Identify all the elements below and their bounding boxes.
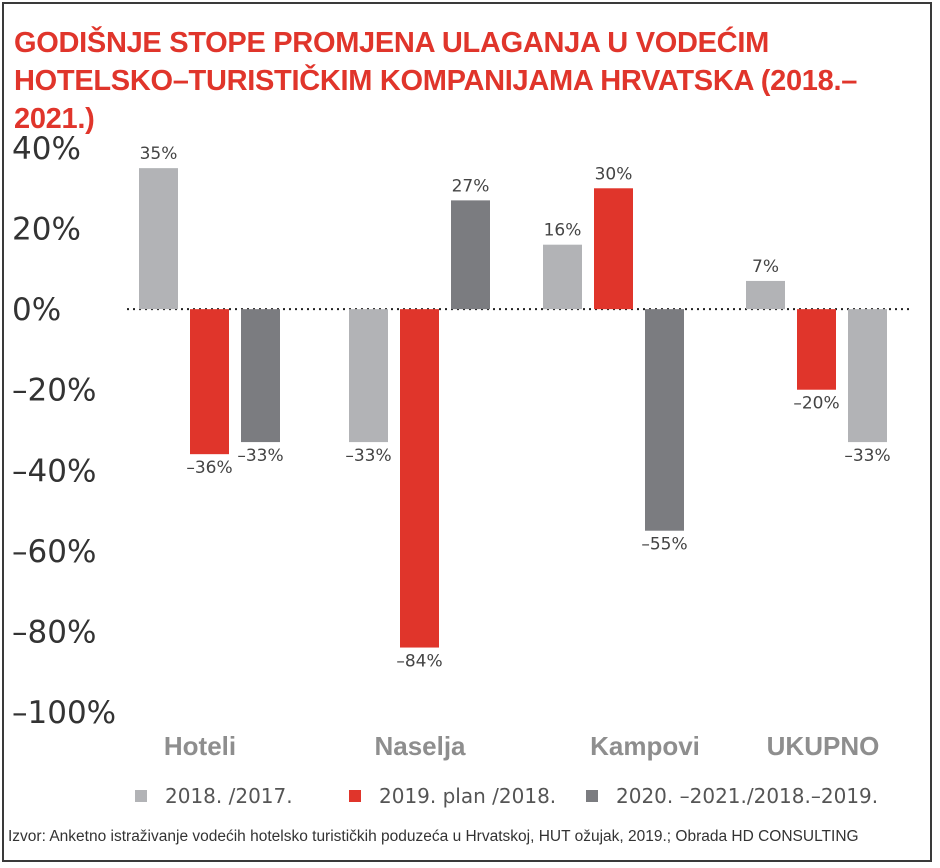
- data-label: 16%: [544, 221, 582, 241]
- bar-kampovi-1: [543, 244, 582, 310]
- bar-naselja-2: [400, 309, 439, 648]
- bar-ukupno-2: [797, 309, 836, 390]
- bar-kampovi-3: [645, 309, 684, 531]
- bar-chart: 40%20%0%–20%–40%–60%–80%–100%35%–36%–33%…: [12, 131, 912, 761]
- category-label: Naselja: [374, 731, 466, 761]
- y-tick-label: –60%: [12, 534, 96, 570]
- data-label: –33%: [237, 446, 283, 466]
- chart-title: GODIŠNJE STOPE PROMJENA ULAGANJA U VODEĆ…: [14, 24, 914, 138]
- y-tick-label: –20%: [12, 373, 96, 409]
- data-label: –36%: [186, 458, 232, 478]
- bar-hoteli-3: [241, 309, 280, 443]
- data-label: –33%: [844, 446, 890, 466]
- data-label: –55%: [641, 535, 687, 555]
- bar-naselja-3: [451, 200, 490, 310]
- bar-ukupno-3: [848, 309, 887, 443]
- legend-label: 2018. /2017.: [165, 784, 293, 808]
- source-note: Izvor: Anketno istraživanje vodećih hote…: [8, 828, 859, 845]
- bar-naselja-1: [349, 309, 388, 443]
- bar-ukupno-1: [746, 280, 785, 310]
- title-line-1: GODIŠNJE STOPE PROMJENA ULAGANJA U VODEĆ…: [14, 27, 769, 59]
- y-tick-label: –40%: [12, 453, 96, 489]
- data-label: –20%: [793, 394, 839, 414]
- data-label: 27%: [452, 176, 490, 196]
- bar-kampovi-2: [594, 188, 633, 310]
- y-tick-label: 0%: [12, 292, 61, 328]
- bar-hoteli-2: [190, 309, 229, 455]
- data-label: –33%: [345, 446, 391, 466]
- category-label: UKUPNO: [767, 731, 880, 761]
- category-label: Kampovi: [590, 731, 700, 761]
- data-label: 7%: [752, 257, 779, 277]
- legend-label: 2020. –2021./2018.–2019.: [616, 784, 879, 808]
- legend-swatch-dark-gray: [586, 790, 598, 802]
- data-label: 30%: [595, 164, 633, 184]
- legend-swatch-light-gray: [135, 790, 147, 802]
- legend-label: 2019. plan /2018.: [379, 784, 557, 808]
- legend-item-series-3: 2020. –2021./2018.–2019.: [586, 784, 878, 808]
- y-tick-label: –80%: [12, 614, 96, 650]
- legend-item-series-1: 2018. /2017.: [135, 784, 293, 808]
- category-label: Hoteli: [164, 731, 236, 761]
- legend: 2018. /2017. 2019. plan /2018. 2020. –20…: [0, 784, 940, 818]
- data-label: –84%: [396, 652, 442, 672]
- y-tick-label: –100%: [12, 695, 116, 731]
- title-line-2: HOTELSKO–TURISTIČKIM KOMPANIJAMA HRVATSK…: [14, 65, 858, 135]
- legend-item-series-2: 2019. plan /2018.: [349, 784, 556, 808]
- y-tick-label: 20%: [12, 212, 81, 248]
- bar-hoteli-1: [139, 168, 178, 310]
- legend-swatch-red: [349, 790, 361, 802]
- y-tick-label: 40%: [12, 131, 81, 167]
- data-label: 35%: [140, 144, 178, 164]
